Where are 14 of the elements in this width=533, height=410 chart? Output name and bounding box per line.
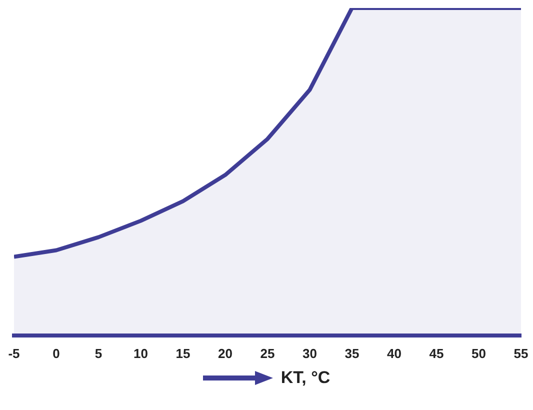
x-tick-label: 30 bbox=[302, 346, 317, 361]
x-tick-label: 25 bbox=[260, 346, 275, 361]
x-tick-label: 5 bbox=[94, 346, 102, 361]
x-tick-label: 55 bbox=[514, 346, 528, 361]
x-tick-label: 50 bbox=[472, 346, 486, 361]
x-tick-label: 15 bbox=[176, 346, 190, 361]
x-tick-label: 45 bbox=[429, 346, 444, 361]
x-axis-title: KT, °C bbox=[280, 368, 330, 388]
x-tick-label: -5 bbox=[8, 346, 20, 361]
x-tick-label: 35 bbox=[344, 346, 360, 361]
x-tick-label: 40 bbox=[387, 346, 402, 361]
x-tick-label: 20 bbox=[218, 346, 232, 361]
x-tick-label: 10 bbox=[134, 346, 148, 361]
x-tick-label: 0 bbox=[52, 346, 60, 361]
